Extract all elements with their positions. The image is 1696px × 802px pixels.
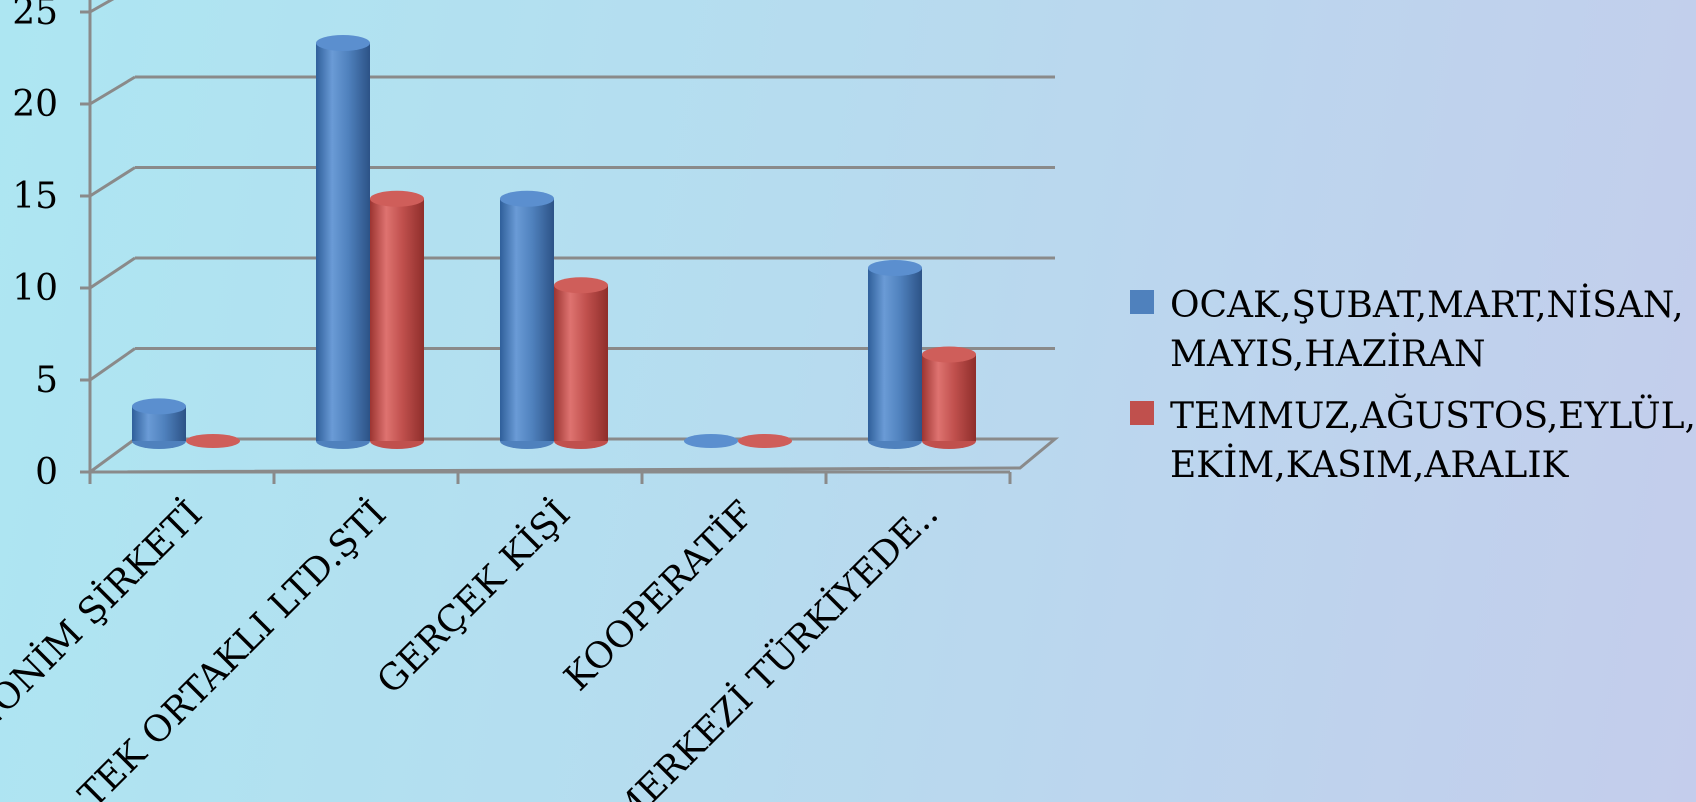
legend-item-series-1: OCAK,ŞUBAT,MART,NİSAN, MAYIS,HAZİRAN bbox=[1130, 282, 1690, 379]
bar-h1-2 bbox=[500, 190, 554, 449]
bar-top bbox=[132, 398, 186, 415]
bar-body bbox=[868, 267, 922, 441]
bar-h1-1 bbox=[316, 35, 370, 449]
y-tick-label-20: 20 bbox=[12, 84, 58, 125]
bar-h1-4 bbox=[868, 259, 922, 449]
bar-body bbox=[554, 285, 608, 441]
bar-h2-1 bbox=[370, 190, 424, 449]
y-tick-label-25: 25 bbox=[12, 0, 58, 33]
gridline-diagonal-15 bbox=[89, 166, 136, 198]
bar-h1-0 bbox=[132, 398, 186, 449]
y-axis-tick-labels: 0 5 10 15 20 25 bbox=[12, 0, 58, 493]
gridline-diagonal-25 bbox=[89, 0, 115, 14]
bar-top bbox=[554, 277, 608, 294]
bar-top bbox=[922, 346, 976, 363]
chart-legend: OCAK,ŞUBAT,MART,NİSAN, MAYIS,HAZİRAN TEM… bbox=[1130, 282, 1696, 504]
x-category-label-2: GERÇEK KİŞİ bbox=[369, 493, 579, 703]
chart-axes bbox=[80, 0, 1060, 484]
chart-bars bbox=[132, 35, 976, 449]
bar-body bbox=[922, 354, 976, 441]
bar-top-zero bbox=[738, 434, 792, 448]
bar-top-zero bbox=[684, 434, 738, 448]
bar-body bbox=[500, 198, 554, 441]
gridline-diagonal-10 bbox=[89, 256, 136, 290]
legend-swatch-blue bbox=[1130, 290, 1154, 314]
bar-h2-0 bbox=[186, 434, 240, 448]
y-tick-label-10: 10 bbox=[12, 268, 58, 309]
y-tick-label-0: 0 bbox=[35, 452, 58, 493]
chart-floor bbox=[89, 437, 1060, 474]
x-category-label-4: MERKEZİ TÜRKİYEDE.. bbox=[602, 493, 946, 802]
bar-h2-4 bbox=[922, 346, 976, 449]
x-category-label-3: KOOPERATİF bbox=[556, 493, 762, 699]
y-tick-label-15: 15 bbox=[12, 176, 58, 217]
y-tick-label-5: 5 bbox=[35, 360, 58, 401]
bar-top bbox=[316, 35, 370, 51]
legend-label-series-2: TEMMUZ,AĞUSTOS,EYLÜL, EKİM,KASIM,ARALIK bbox=[1170, 396, 1696, 486]
bar-h2-3 bbox=[738, 434, 792, 448]
x-category-label-1: TEK ORTAKLI LTD.ŞTİ bbox=[70, 493, 394, 802]
bar-top bbox=[370, 190, 424, 207]
bar-top bbox=[868, 259, 922, 276]
legend-item-series-2: TEMMUZ,AĞUSTOS,EYLÜL, EKİM,KASIM,ARALIK bbox=[1130, 393, 1696, 490]
bar-body bbox=[316, 43, 370, 441]
legend-swatch-red bbox=[1130, 401, 1154, 426]
gridline-diagonal-5 bbox=[89, 347, 136, 382]
bar-h2-2 bbox=[554, 277, 608, 449]
bar-h1-3 bbox=[684, 434, 738, 448]
legend-label-series-1: OCAK,ŞUBAT,MART,NİSAN, MAYIS,HAZİRAN bbox=[1170, 285, 1684, 375]
bar-body bbox=[370, 198, 424, 441]
gridline-diagonal-20 bbox=[89, 75, 136, 106]
bar-top bbox=[500, 190, 554, 207]
bar-top-zero bbox=[186, 434, 240, 448]
